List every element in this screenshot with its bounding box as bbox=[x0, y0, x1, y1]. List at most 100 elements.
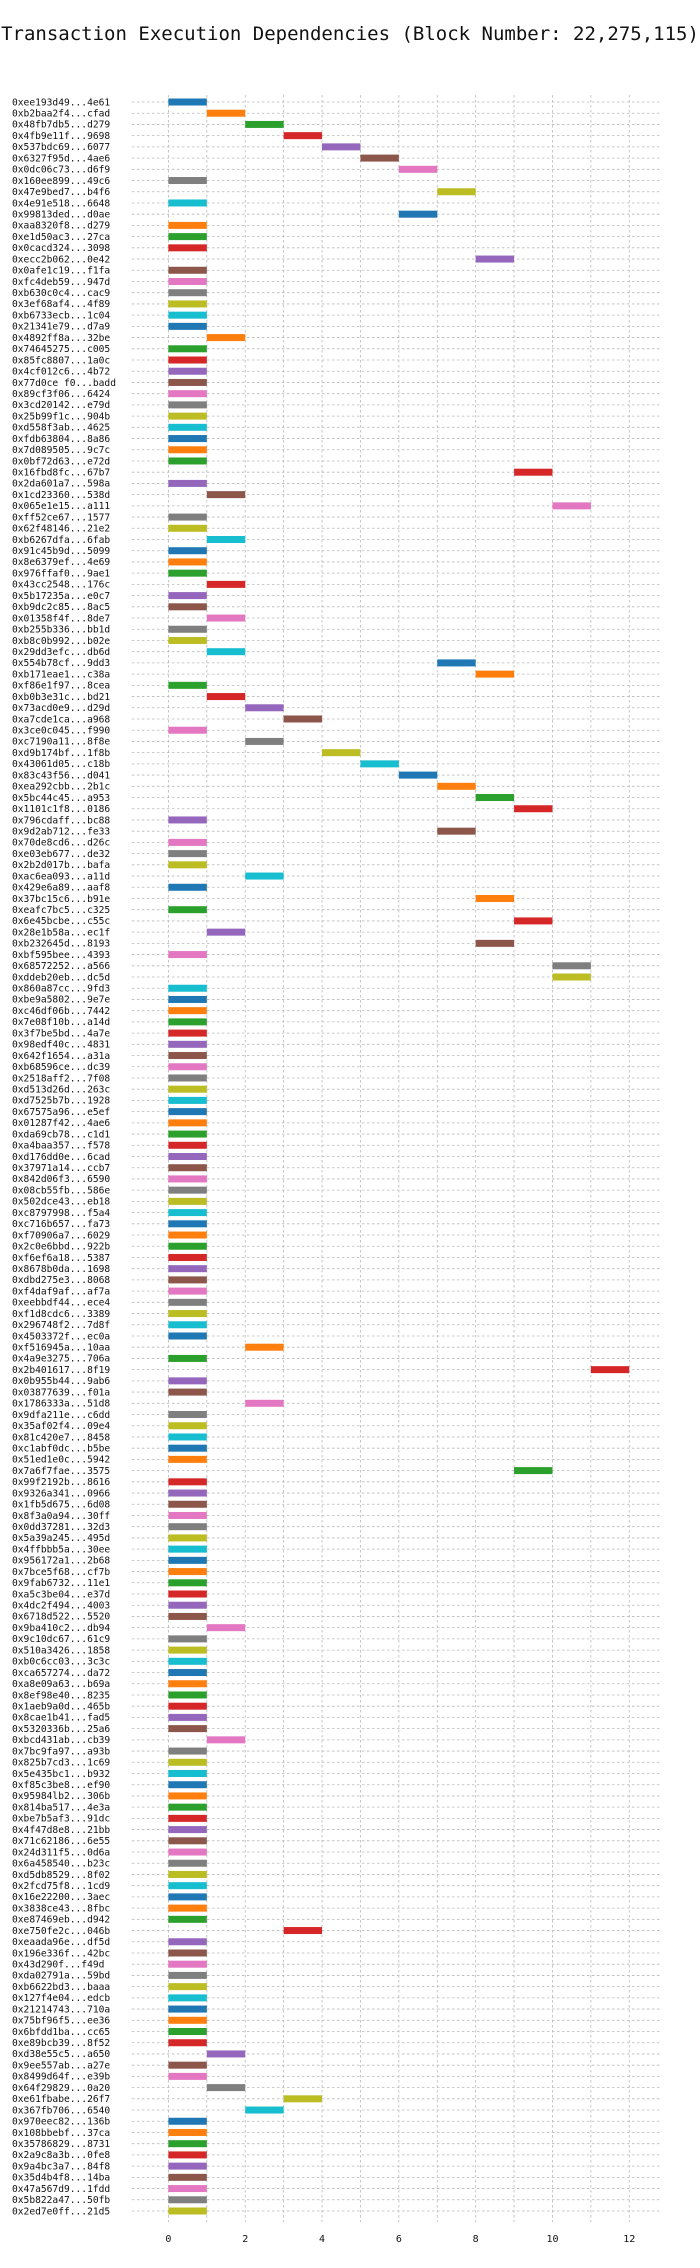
transaction-bar bbox=[168, 1197, 207, 1205]
transaction-bar bbox=[168, 177, 207, 185]
transaction-bar bbox=[168, 1826, 207, 1834]
y-tick-label: 0x6e45bcbe...c55c bbox=[12, 916, 110, 927]
transaction-bar bbox=[168, 1007, 207, 1015]
y-tick-label: 0xdbd275e3...8068 bbox=[12, 1275, 110, 1286]
y-tick-label: 0x3ce0c045...f990 bbox=[12, 726, 110, 737]
y-tick-label: 0x73acd0e9...d29d bbox=[12, 703, 110, 714]
transaction-bar bbox=[168, 378, 207, 386]
transaction-bar bbox=[168, 1669, 207, 1677]
y-tick-label: 0x429e6a89...aaf8 bbox=[12, 883, 110, 894]
y-tick-label: 0x296748f2...7d8f bbox=[12, 1320, 110, 1331]
y-tick-label: 0xb255b336...bb1d bbox=[12, 625, 110, 636]
transaction-bar bbox=[168, 1422, 207, 1430]
transaction-bar bbox=[168, 1691, 207, 1699]
transaction-bar bbox=[168, 1994, 207, 2002]
transaction-bar bbox=[206, 109, 246, 117]
y-tick-label: 0xb6733ecb...1c04 bbox=[12, 310, 110, 321]
y-tick-label: 0x7d089505...9c7c bbox=[12, 445, 110, 456]
transaction-bar bbox=[168, 1814, 207, 1822]
transaction-bar bbox=[168, 1130, 207, 1138]
y-tick-label: 0x5320336b...25a6 bbox=[12, 1724, 110, 1735]
y-tick-label: 0x2ed7e0ff...21d5 bbox=[12, 2206, 110, 2217]
transaction-bar bbox=[168, 883, 207, 891]
x-tick-label: 0 bbox=[165, 2234, 171, 2245]
transaction-bar bbox=[475, 894, 515, 902]
y-tick-label: 0x3ef68af4...4f89 bbox=[12, 299, 110, 310]
y-tick-label: 0xe61fbabe...26f7 bbox=[12, 2094, 110, 2105]
transaction-bar bbox=[168, 199, 207, 207]
y-tick-label: 0xfc4deb59...947d bbox=[12, 277, 110, 288]
transaction-bar bbox=[437, 827, 476, 835]
y-tick-label: 0xd9b174bf...1f8b bbox=[12, 748, 110, 759]
transaction-bar bbox=[168, 1478, 207, 1486]
transaction-bar bbox=[168, 311, 207, 319]
transaction-bar bbox=[206, 491, 246, 499]
y-tick-label: 0xa5c3be04...e37d bbox=[12, 1589, 110, 1600]
y-tick-label: 0x1786333a...51d8 bbox=[12, 1399, 110, 1410]
y-tick-label: 0x8cae1b41...fad5 bbox=[12, 1713, 110, 1724]
y-tick-label: 0xff52ce67...1577 bbox=[12, 512, 110, 523]
y-tick-label: 0x3838ce43...8fbc bbox=[12, 1903, 110, 1914]
y-tick-label: 0x48fb7db5...d279 bbox=[12, 120, 110, 131]
y-tick-label: 0x0dc06c73...d6f9 bbox=[12, 165, 110, 176]
y-tick-label: 0xa7cde1ca...a968 bbox=[12, 714, 110, 725]
transaction-bar bbox=[168, 2039, 207, 2047]
y-tick-label: 0x537bdc69...6077 bbox=[12, 142, 110, 153]
y-tick-label: 0xb6267dfa...6fab bbox=[12, 535, 110, 546]
y-tick-label: 0xf86e1f97...8cea bbox=[12, 681, 110, 692]
y-tick-label: 0x7bc9fa97...a93b bbox=[12, 1746, 110, 1757]
transaction-bar bbox=[168, 1893, 207, 1901]
x-tick-label: 12 bbox=[623, 2234, 635, 2245]
transaction-bar bbox=[168, 1960, 207, 1968]
transaction-bar bbox=[475, 794, 515, 802]
transaction-bar bbox=[168, 1859, 207, 1867]
y-tick-label: 0xf85c3be8...ef90 bbox=[12, 1780, 110, 1791]
transaction-bar bbox=[168, 558, 207, 566]
y-tick-label: 0xeaada96e...df5d bbox=[12, 1937, 110, 1948]
y-tick-label: 0x43061d05...c18b bbox=[12, 759, 110, 770]
y-tick-label: 0xe1d50ac3...27ca bbox=[12, 232, 110, 243]
transaction-bar bbox=[360, 760, 399, 768]
y-tick-label: 0x8499d64f...e39b bbox=[12, 2072, 110, 2083]
y-tick-label: 0x7a6f7fae...3575 bbox=[12, 1466, 110, 1477]
y-tick-label: 0x0bf72d63...e72d bbox=[12, 456, 110, 467]
transaction-bar bbox=[168, 524, 207, 532]
y-tick-label: 0x502dce43...eb18 bbox=[12, 1197, 110, 1208]
x-tick-label: 8 bbox=[473, 2234, 479, 2245]
y-tick-label: 0x6327f95d...4ae6 bbox=[12, 153, 110, 164]
transaction-bar bbox=[168, 2005, 207, 2013]
transaction-bar bbox=[168, 2162, 207, 2170]
transaction-bar bbox=[168, 1568, 207, 1576]
y-tick-label: 0x08cb55fb...586e bbox=[12, 1185, 110, 1196]
transaction-bar bbox=[168, 2140, 207, 2148]
transaction-bar bbox=[590, 1366, 630, 1374]
y-tick-label: 0x8e6379ef...4e69 bbox=[12, 557, 110, 568]
transaction-bar bbox=[168, 2196, 207, 2204]
y-tick-label: 0xd513d26d...263c bbox=[12, 1084, 110, 1095]
y-tick-label: 0x956172a1...2b68 bbox=[12, 1556, 110, 1567]
transaction-bar bbox=[168, 98, 207, 106]
y-tick-label: 0x9ba410c2...db94 bbox=[12, 1623, 110, 1634]
y-tick-label: 0x9c10dc67...61c9 bbox=[12, 1634, 110, 1645]
transaction-bar bbox=[552, 973, 591, 981]
transaction-bar bbox=[283, 715, 323, 723]
transaction-bar bbox=[168, 1209, 207, 1217]
y-tick-label: 0x554b78cf...9dd3 bbox=[12, 658, 110, 669]
y-tick-label: 0x2c0e6bbd...922b bbox=[12, 1242, 110, 1253]
transaction-bar bbox=[168, 2117, 207, 2125]
y-tick-label: 0x24d311f5...0d6a bbox=[12, 1847, 110, 1858]
y-tick-label: 0x47e9bed7...b4f6 bbox=[12, 187, 110, 198]
y-tick-label: 0x7e08f10b...a14d bbox=[12, 1017, 110, 1028]
y-tick-label: 0x16e22200...3aec bbox=[12, 1892, 110, 1903]
y-tick-label: 0xc8797998...f5a4 bbox=[12, 1208, 110, 1219]
y-tick-label: 0x1cd23360...538d bbox=[12, 490, 110, 501]
transaction-bar bbox=[168, 592, 207, 600]
transaction-bar bbox=[283, 132, 323, 140]
transaction-bar bbox=[514, 805, 553, 813]
x-tick-labels: 0 2 4 6 8 10 12 bbox=[165, 2234, 635, 2245]
transaction-bar bbox=[475, 670, 515, 678]
y-tick-label: 0x127f4e04...edcb bbox=[12, 1993, 110, 2004]
y-tick-label: 0xbe7b5af3...91dc bbox=[12, 1814, 110, 1825]
y-tick-label: 0x29dd3efc...db6d bbox=[12, 647, 110, 658]
